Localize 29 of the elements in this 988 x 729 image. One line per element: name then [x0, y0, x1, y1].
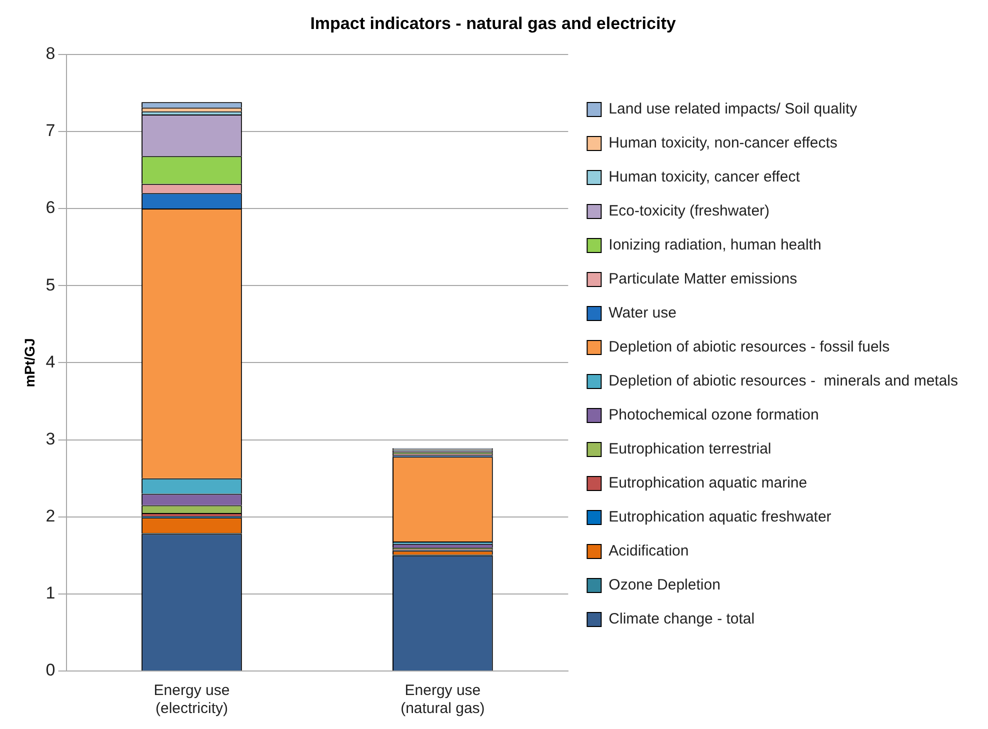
- legend-label: Human toxicity, non-cancer effects: [608, 134, 838, 152]
- y-tick-label: 1: [46, 584, 56, 603]
- y-tick-label: 4: [46, 352, 56, 372]
- y-tick-label: 2: [46, 506, 56, 526]
- chart-title: Impact indicators - natural gas and electricity: [310, 14, 676, 33]
- y-axis-title: mPt/GJ: [21, 338, 38, 388]
- legend-label: Human toxicity, cancer effect: [608, 168, 801, 186]
- legend-label: Ozone Depletion: [608, 576, 720, 594]
- legend-label: Acidification: [608, 542, 689, 560]
- y-tick-label: 8: [46, 44, 56, 64]
- legend-label: Depletion of abiotic resources - fossil fuels: [608, 338, 890, 356]
- legend-label: Depletion of abiotic resources - minerals and metals: [608, 372, 958, 390]
- y-tick-label: 0: [46, 660, 56, 680]
- legend-label: Eutrophication aquatic freshwater: [608, 508, 832, 526]
- legend-label: Water use: [608, 304, 676, 322]
- y-tick-label: 7: [46, 121, 56, 140]
- legend-label: Eutrophication aquatic marine: [608, 474, 808, 492]
- legend-label: Photochemical ozone formation: [608, 406, 819, 424]
- legend-label: Ionizing radiation, human health: [608, 236, 822, 254]
- y-tick-label: 3: [46, 429, 56, 448]
- legend-label: Climate change - total: [608, 610, 755, 628]
- legend-label: Particulate Matter emissions: [608, 270, 798, 288]
- legend-label: Land use related impacts/ Soil quality: [608, 100, 858, 118]
- legend-label: Eco-toxicity (freshwater): [608, 202, 770, 220]
- legend-label: Eutrophication terrestrial: [608, 440, 772, 458]
- y-tick-label: 6: [46, 198, 56, 218]
- y-tick-label: 5: [46, 275, 56, 294]
- x-tick-label: Energy use (natural gas): [400, 682, 485, 718]
- x-tick-label: Energy use (electricity): [154, 682, 230, 718]
